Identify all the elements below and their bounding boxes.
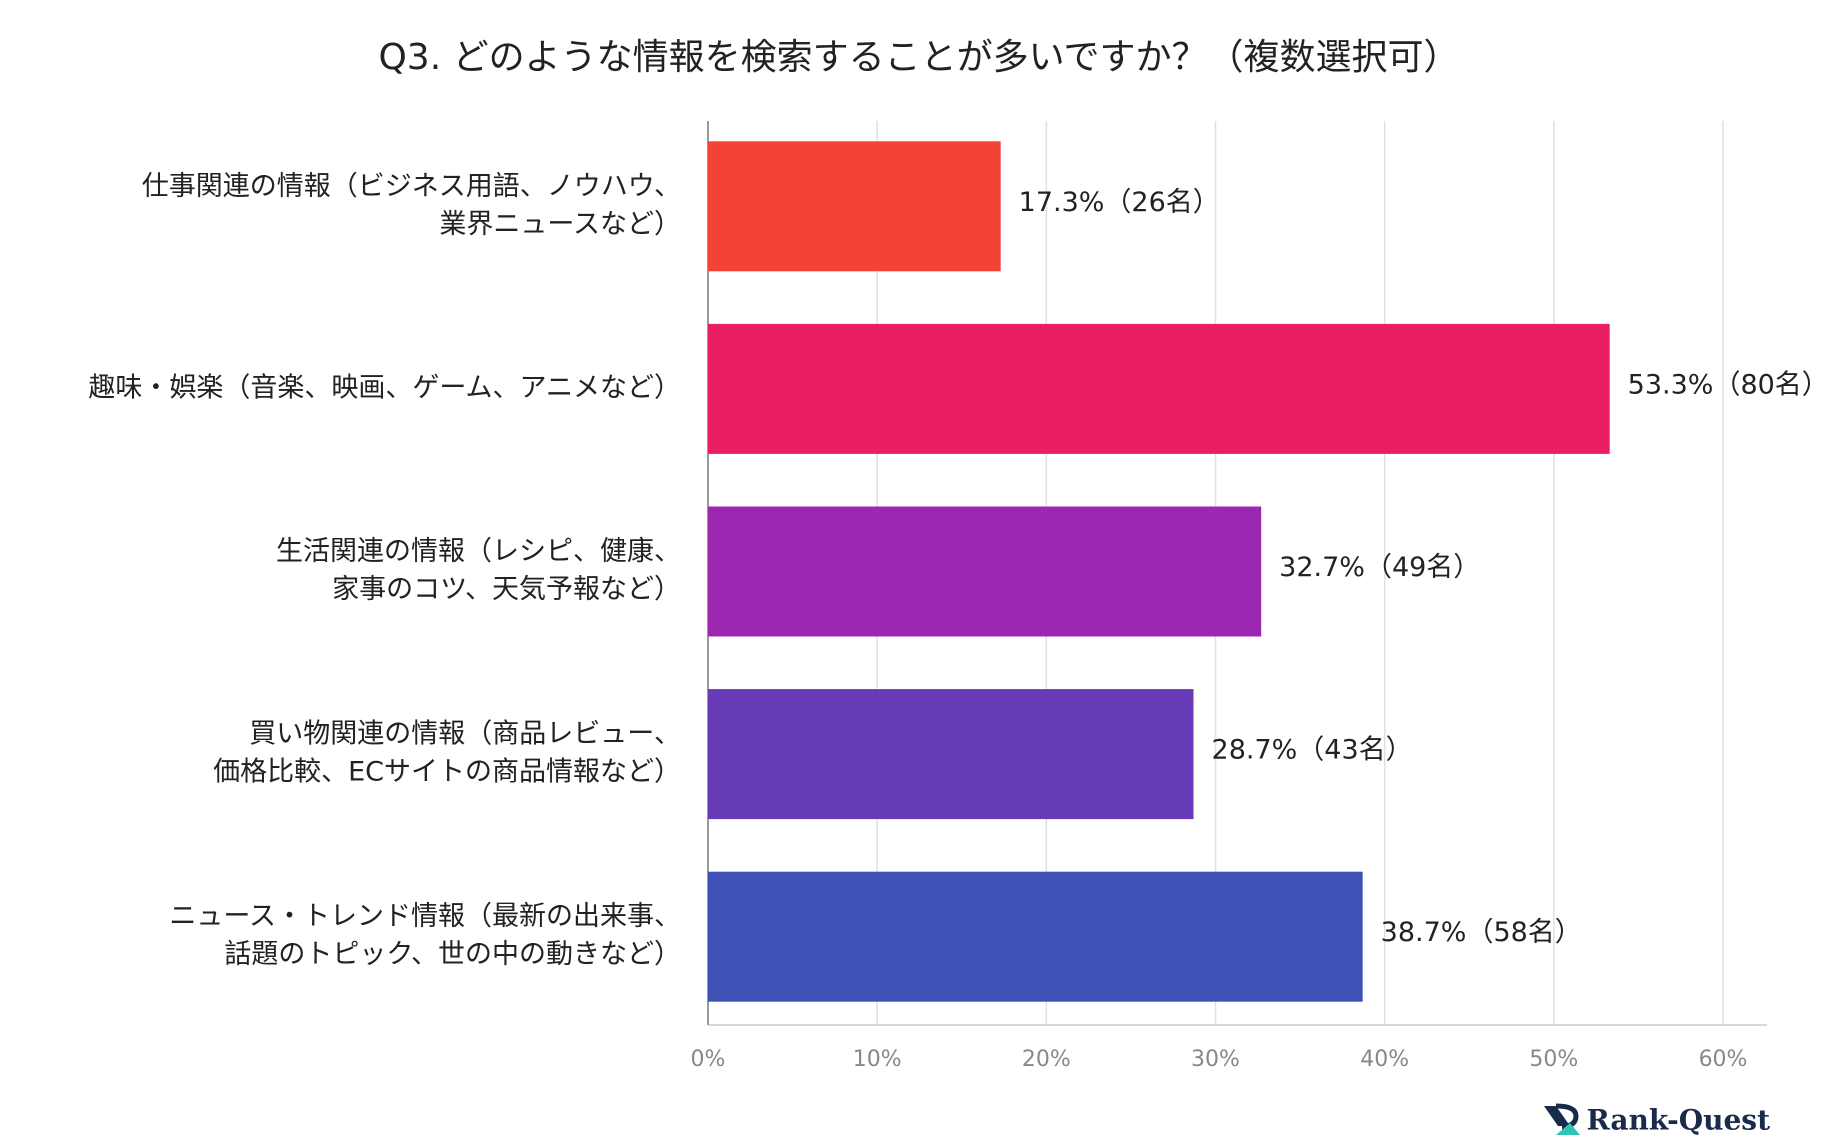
x-tick-label: 60% (1699, 1047, 1748, 1072)
logo-icon (1544, 1103, 1580, 1135)
bar (708, 871, 1363, 1002)
x-tick-label: 40% (1360, 1047, 1409, 1072)
y-tick-label: 家事のコツ、天気予報など） (332, 574, 681, 605)
y-tick-label: 買い物関連の情報（商品レビュー、 (249, 719, 681, 750)
y-tick-label: 話題のトピック、世の中の動きなど） (224, 939, 681, 970)
x-tick-label: 20% (1022, 1047, 1071, 1072)
x-tick-label: 50% (1529, 1047, 1578, 1072)
value-label: 32.7%（49名） (1279, 552, 1480, 583)
x-tick-label: 30% (1191, 1047, 1240, 1072)
logo: Rank-Quest (1586, 1104, 1770, 1137)
y-tick-label: 仕事関連の情報（ビジネス用語、ノウハウ、 (142, 171, 681, 202)
x-tick-label: 0% (691, 1047, 726, 1072)
value-label: 53.3%（80名） (1628, 369, 1829, 400)
y-tick-label: 趣味・娯楽（音楽、映画、ゲーム、アニメなど） (88, 372, 681, 403)
bar (708, 141, 1001, 272)
x-tick-label: 10% (853, 1047, 902, 1072)
bar (708, 323, 1610, 454)
y-tick-label: ニュース・トレンド情報（最新の出来事、 (169, 901, 681, 932)
value-label: 28.7%（43名） (1212, 735, 1413, 766)
bar (708, 689, 1194, 820)
y-tick-label: 業界ニュースなど） (439, 209, 681, 240)
chart-title: Q3. どのような情報を検索することが多いですか？（複数選択可） (378, 37, 1459, 78)
bar (708, 506, 1262, 637)
y-tick-label: 価格比較、ECサイトの商品情報など） (213, 757, 681, 788)
value-label: 38.7%（58名） (1381, 917, 1582, 948)
y-tick-label: 生活関連の情報（レシピ、健康、 (276, 536, 681, 567)
value-label: 17.3%（26名） (1019, 187, 1220, 218)
